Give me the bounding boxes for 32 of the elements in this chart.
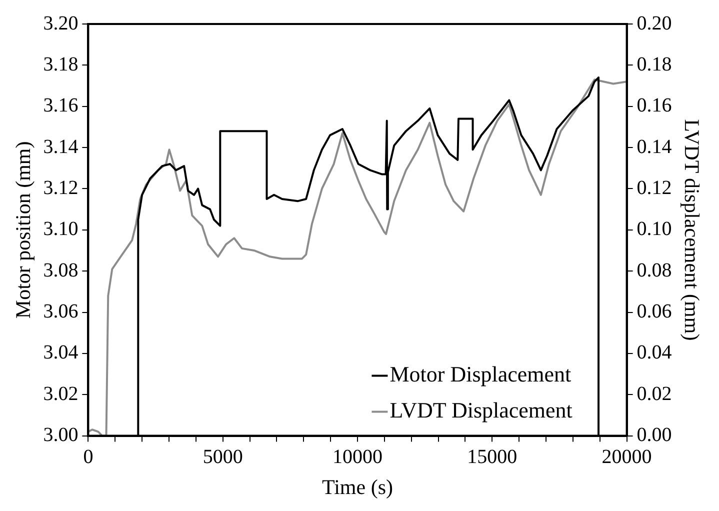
legend-label: LVDT Displacement [390, 398, 572, 423]
y-tick-label: 3.06 [43, 300, 78, 323]
y-tick-label: 3.18 [43, 53, 78, 76]
y-tick-label: 3.16 [43, 94, 78, 117]
x-tick-label: 15000 [467, 446, 518, 468]
legend-label: Motor Displacement [390, 362, 572, 387]
y2-tick-label: 0.14 [636, 136, 672, 158]
y-tick-label: 3.12 [43, 176, 78, 199]
x-tick-label: 5000 [202, 446, 243, 468]
y2-tick-label: 0.02 [636, 382, 672, 405]
y-tick-label: 3.02 [43, 382, 78, 405]
x-tick-label: 0 [83, 446, 94, 468]
y2-axis-title: LVDT displacement (mm) [680, 119, 704, 341]
y-axis-title: Motor position (mm) [11, 141, 36, 319]
y2-tick-label: 0.00 [636, 424, 672, 446]
y2-tick-label: 0.08 [636, 259, 672, 282]
y2-tick-label: 0.12 [636, 176, 672, 199]
y2-tick-label: 0.16 [636, 94, 672, 117]
y-tick-label: 3.08 [43, 259, 78, 282]
y2-tick-label: 0.18 [636, 53, 672, 76]
x-axis-title: Time (s) [322, 474, 393, 499]
y-tick-label: 3.10 [43, 218, 78, 240]
y2-tick-label: 0.06 [636, 300, 672, 323]
x-tick-label: 10000 [332, 446, 382, 468]
x-tick-label: 20000 [602, 446, 652, 468]
y2-tick-label: 0.20 [636, 12, 672, 34]
y-tick-label: 3.14 [43, 136, 78, 158]
y2-tick-label: 0.04 [636, 342, 672, 364]
y-tick-label: 3.20 [43, 12, 78, 34]
y-tick-label: 3.00 [43, 424, 78, 446]
y2-tick-label: 0.10 [636, 218, 672, 240]
y-tick-label: 3.04 [43, 342, 78, 364]
